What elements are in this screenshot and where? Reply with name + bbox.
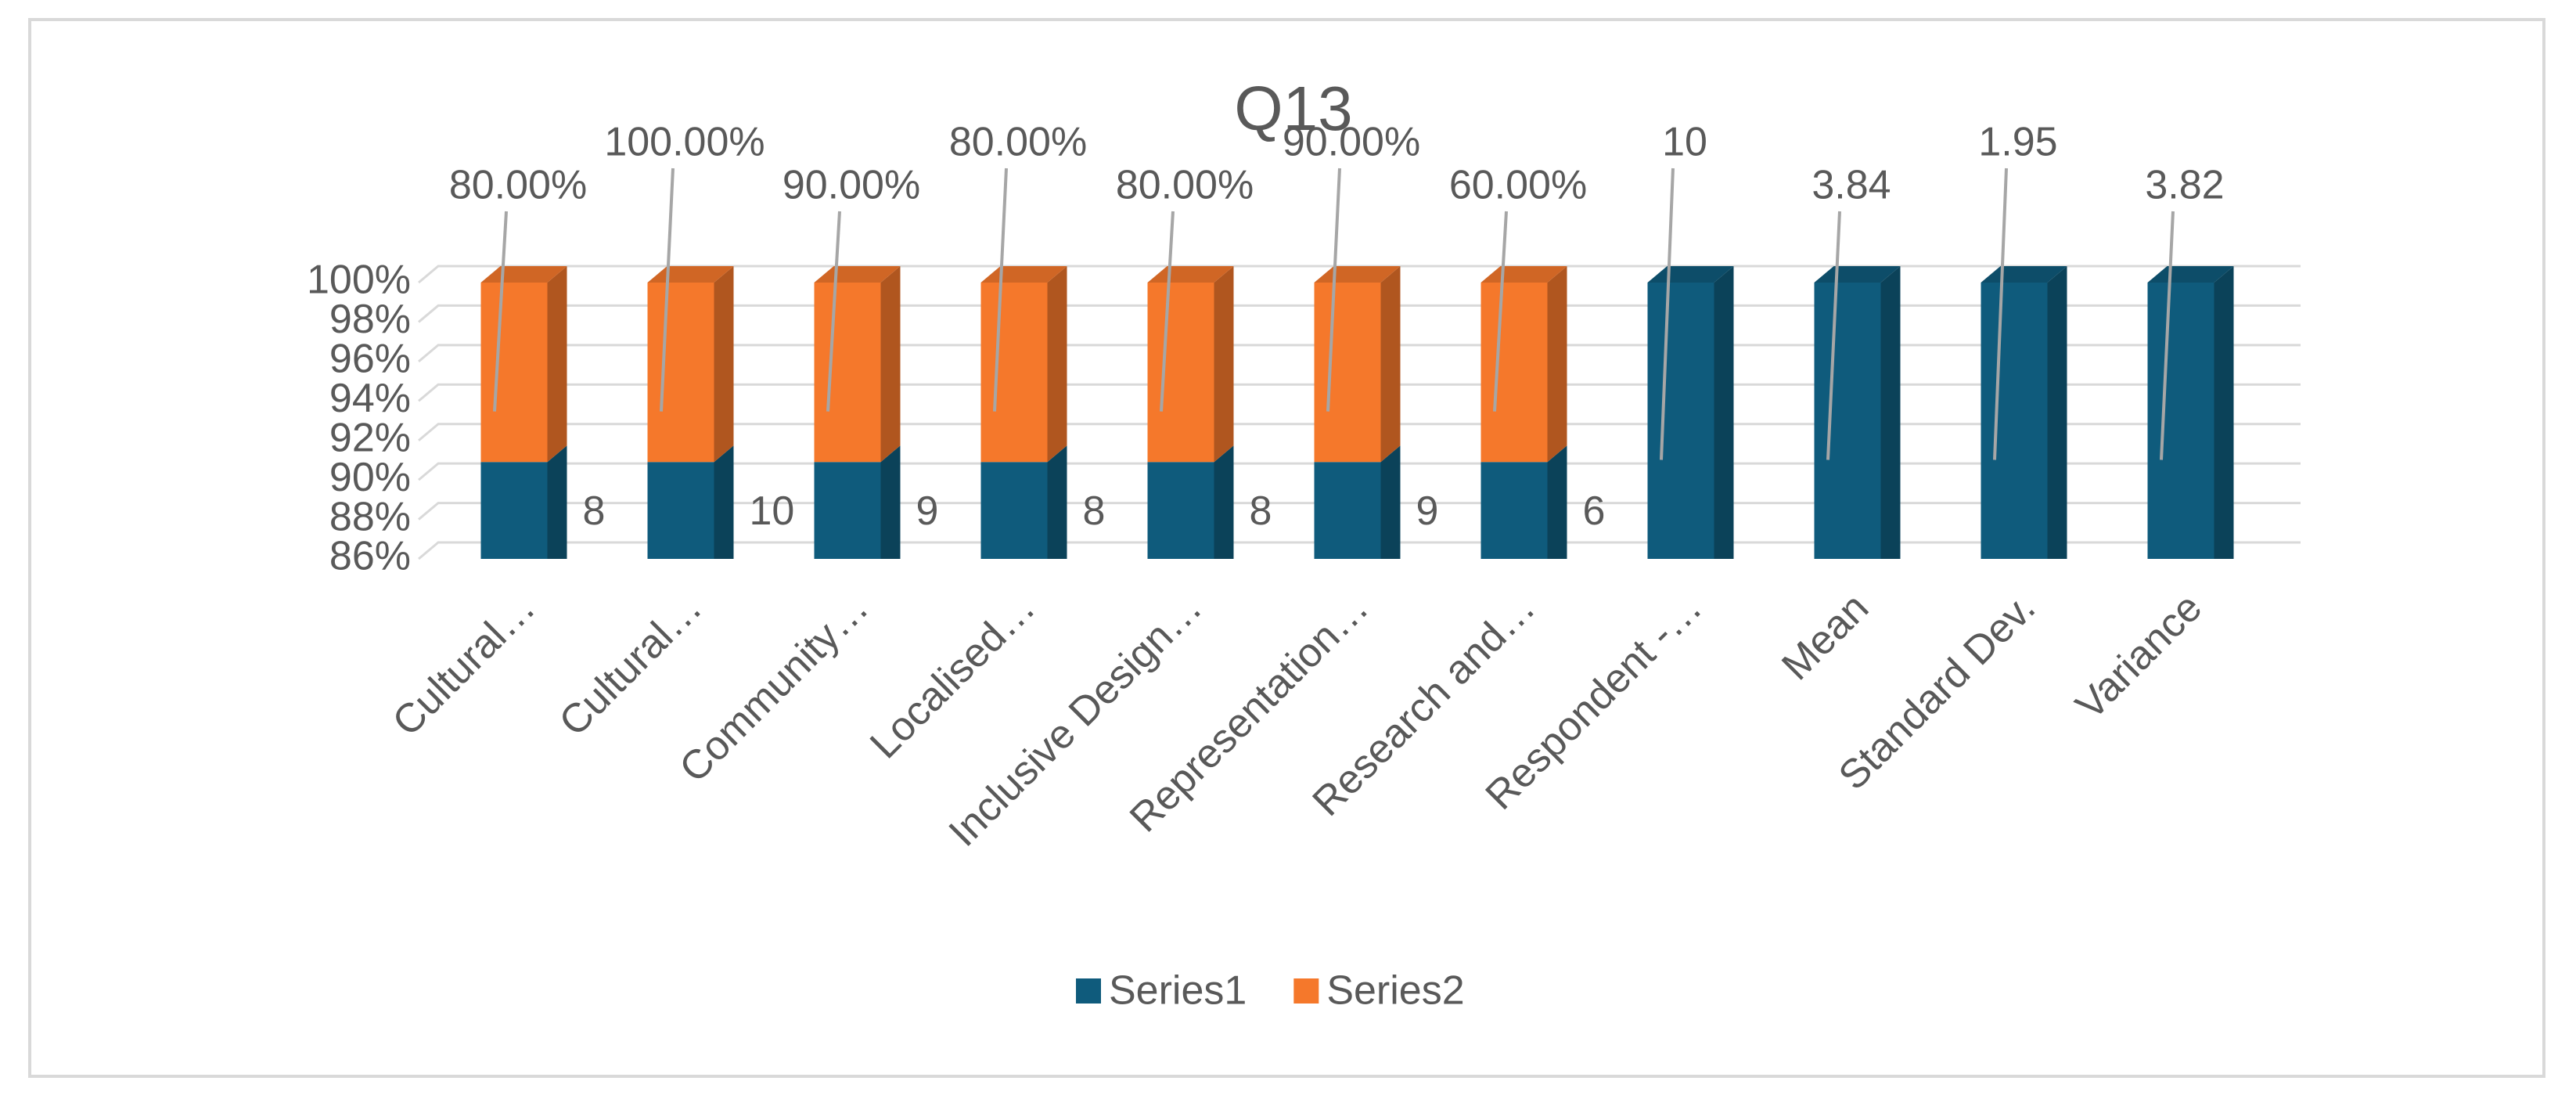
- y-tick-label: 90%: [329, 455, 411, 500]
- bar: [1814, 283, 1881, 559]
- y-tick-label: 86%: [329, 534, 411, 579]
- bar-side: [1047, 445, 1067, 559]
- bars: [480, 266, 2234, 559]
- bar-side: [547, 266, 567, 463]
- bar-side: [1214, 266, 1234, 463]
- data-label: 80.00%: [949, 120, 1087, 165]
- legend-swatch: [1076, 978, 1101, 1004]
- bar: [1981, 283, 2048, 559]
- y-tick-label: 88%: [329, 494, 411, 539]
- leader-line: [493, 211, 508, 412]
- leader-line: [660, 168, 675, 412]
- leader-line: [1493, 211, 1508, 412]
- bar-side: [1880, 266, 1901, 559]
- bar: [814, 283, 881, 463]
- data-label: 8: [1250, 488, 1272, 534]
- y-tick-label: 92%: [329, 415, 411, 460]
- leader-line: [1993, 168, 2008, 460]
- bar: [1314, 462, 1381, 559]
- bar: [480, 283, 548, 463]
- data-label: 80.00%: [449, 163, 587, 208]
- data-label: 100.00%: [604, 120, 765, 165]
- data-label: 9: [1416, 488, 1439, 534]
- bar-side: [1714, 266, 1734, 559]
- bar-side: [1547, 445, 1567, 559]
- data-label: 3.82: [2145, 163, 2224, 208]
- bar: [814, 462, 881, 559]
- leader-line: [1160, 211, 1175, 412]
- bar-side: [2214, 266, 2234, 559]
- legend-label: Series2: [1326, 968, 1464, 1014]
- leader-line: [1826, 211, 1841, 460]
- y-tick-label: 96%: [329, 337, 411, 382]
- data-label: 80.00%: [1116, 163, 1254, 208]
- data-label: 90.00%: [783, 163, 920, 208]
- leader-line: [993, 168, 1008, 412]
- bar-side: [1214, 445, 1234, 559]
- bar: [647, 462, 714, 559]
- legend-label: Series1: [1109, 968, 1247, 1014]
- legend-swatch: [1293, 978, 1319, 1004]
- bar-side: [2047, 266, 2067, 559]
- bar: [980, 283, 1048, 463]
- data-label: 1.95: [1978, 120, 2057, 165]
- data-label: 9: [916, 488, 939, 534]
- leader-line: [2160, 211, 2175, 460]
- data-label: 60.00%: [1449, 163, 1587, 208]
- bar: [1147, 462, 1214, 559]
- y-tick-label: 100%: [307, 258, 411, 303]
- leader-line: [1660, 168, 1675, 460]
- bar: [1314, 283, 1381, 463]
- chart-border: [28, 18, 2545, 1078]
- y-tick-label: 98%: [329, 297, 411, 342]
- bar: [1147, 283, 1214, 463]
- bar-side: [547, 445, 567, 559]
- bar-side: [714, 445, 734, 559]
- leader-line: [826, 211, 841, 412]
- data-label: 3.84: [1811, 163, 1891, 208]
- bar: [647, 283, 714, 463]
- y-tick-label: 94%: [329, 376, 411, 421]
- data-label: 8: [583, 488, 606, 534]
- bar-side: [1380, 445, 1401, 559]
- bar: [480, 462, 548, 559]
- bar-side: [880, 266, 901, 463]
- data-label: 10: [1662, 120, 1707, 165]
- data-label: 6: [1583, 488, 1606, 534]
- leader-line: [1326, 168, 1341, 412]
- bar: [1647, 283, 1714, 559]
- bar-side: [1547, 266, 1567, 463]
- bar-side: [880, 445, 901, 559]
- bar: [980, 462, 1048, 559]
- bar: [1480, 283, 1548, 463]
- bar-side: [714, 266, 734, 463]
- data-label: 10: [750, 488, 795, 534]
- data-label: 90.00%: [1283, 120, 1420, 165]
- bar: [1480, 462, 1548, 559]
- bar-side: [1380, 266, 1401, 463]
- data-label: 8: [1083, 488, 1106, 534]
- bar: [2147, 283, 2214, 559]
- chart-title: Q13: [1234, 74, 1352, 143]
- bar-side: [1047, 266, 1067, 463]
